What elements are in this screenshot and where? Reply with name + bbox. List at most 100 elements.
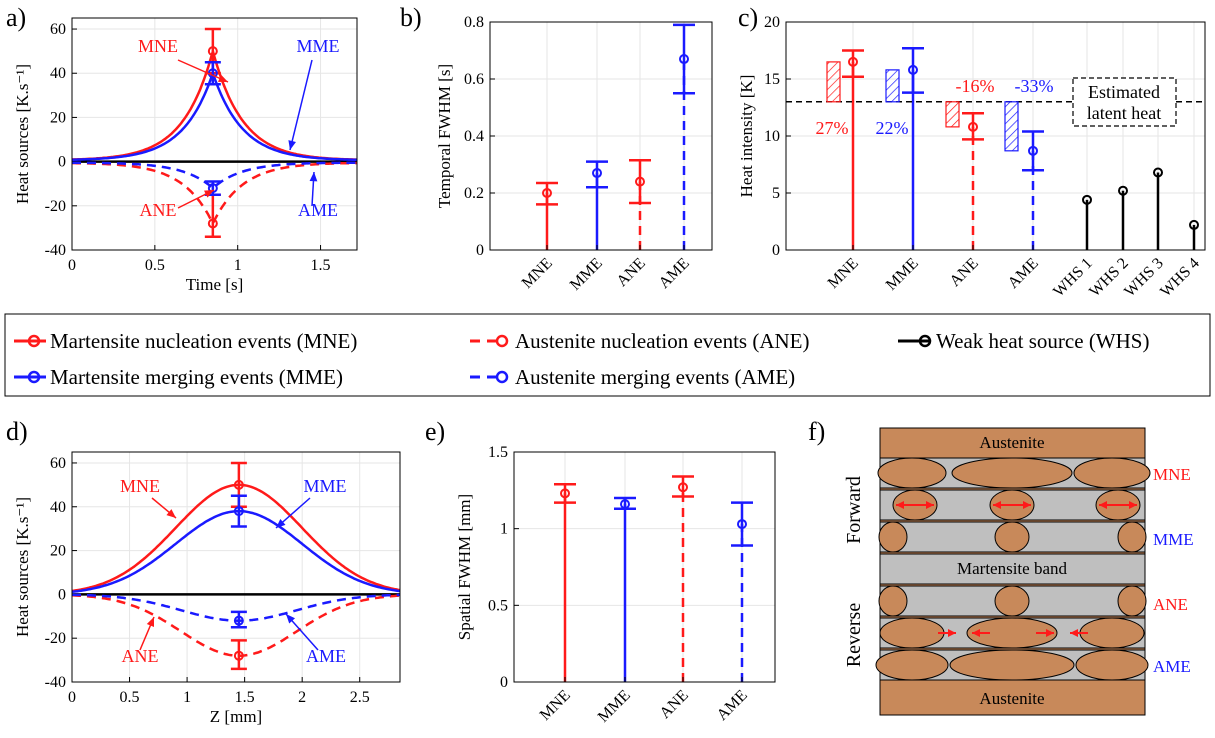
latent-heat-label-line2: latent heat	[1087, 103, 1161, 123]
tick-label-x: MME	[567, 255, 606, 294]
tick-label-y: 60	[50, 455, 66, 472]
legend-label-mme: Martensite merging events (MME)	[50, 365, 343, 389]
growth-arrowhead	[948, 629, 956, 637]
y-axis-label: Temporal FWHM [s]	[435, 64, 454, 208]
tick-label-x: MNE	[537, 687, 574, 724]
panel-label-e: e)	[425, 417, 445, 446]
tick-label-x: 0	[68, 257, 76, 274]
panel-label-b: b)	[400, 3, 422, 32]
row-label-mme: MME	[1153, 530, 1194, 549]
tick-label-x: MME	[595, 687, 634, 726]
annotation-arrowhead	[166, 509, 176, 518]
annotation-ane: ANE	[122, 646, 159, 666]
austenite-grain	[877, 457, 947, 489]
austenite-grain	[1117, 521, 1147, 553]
austenite-grain	[878, 585, 908, 617]
tick-label-y: 40	[50, 499, 66, 516]
panel-label-f: f)	[808, 417, 825, 446]
axes-frame	[513, 451, 776, 683]
tick-label-y: 0.4	[464, 128, 484, 145]
deviation-label-mme: 22%	[876, 118, 909, 138]
austenite-grain	[1079, 617, 1145, 649]
austenite-grain	[994, 585, 1030, 617]
point-mne	[542, 188, 552, 198]
tick-label-y: 0.6	[464, 71, 484, 88]
schematic-bottom-austenite-label: Austenite	[979, 689, 1044, 708]
tick-label-x: ANE	[947, 255, 982, 290]
point-ame	[737, 519, 747, 530]
tick-label-x: 1.5	[235, 689, 255, 706]
tick-label-x: 1.5	[311, 257, 331, 274]
point-whs-2	[1118, 185, 1128, 196]
peak-marker-ame	[233, 615, 244, 626]
martensite-band-label: Martensite band	[957, 559, 1067, 578]
legend-label-ame: Austenite merging events (AME)	[515, 365, 795, 389]
tick-label-x: WHS 3	[1121, 255, 1167, 301]
tick-label-y: 0	[772, 242, 780, 259]
legend-frame	[4, 313, 1211, 397]
axes-frame	[489, 21, 713, 251]
chart-b-temporal-fwhm: 0 0.2 0.4 0.6 0.8 MNE MME ANE AME Temporal FWHM […	[435, 14, 713, 294]
deviation-box-ame	[1004, 101, 1019, 152]
panel-label-c: c)	[738, 3, 758, 32]
tick-label-x: MME	[883, 255, 922, 294]
growth-arrowhead	[972, 629, 980, 637]
austenite-grain	[878, 521, 908, 553]
deviation-box-mme	[885, 69, 900, 103]
tick-label-y: 1.5	[488, 444, 508, 461]
legend-label-whs: Weak heat source (WHS)	[936, 329, 1149, 353]
point-ane	[968, 121, 978, 132]
y-axis-label: Spatial FWHM [mm]	[455, 494, 474, 640]
tick-label-x: ANE	[657, 687, 692, 722]
growth-arrowhead	[993, 501, 1001, 509]
austenite-grain	[879, 617, 945, 649]
reverse-label: Reverse	[843, 603, 865, 668]
chart-e-spatial-fwhm: 0 0.5 1 1.5 MNE MME ANE AME Spatial FWHM [mm]	[455, 444, 776, 726]
tick-label-x: 1	[234, 257, 242, 274]
legend-item-mne: Martensite nucleation events (MNE)	[14, 329, 357, 353]
tick-label-y: 15	[764, 71, 780, 88]
tick-label-y: -40	[45, 674, 66, 691]
series-line-ame	[72, 593, 401, 622]
annotation-arrowhead	[309, 172, 318, 182]
y-axis-label: Heat intensity [K]	[737, 75, 756, 198]
x-axis-label: Z [mm]	[210, 707, 262, 726]
tick-label-y: 40	[50, 65, 66, 82]
austenite-grain	[949, 649, 1075, 681]
austenite-grain	[1117, 585, 1147, 617]
legend-item-ane: Austenite nucleation events (ANE)	[470, 329, 810, 353]
tick-label-y: 0	[58, 154, 66, 171]
growth-arrowhead	[1023, 501, 1031, 509]
tick-label-y: -20	[45, 630, 66, 647]
annotation-arrow	[289, 59, 313, 151]
tick-label-x: WHS 4	[1157, 255, 1203, 301]
tick-label-y: 0	[500, 674, 508, 691]
annotation-arrowhead	[286, 614, 296, 624]
deviation-label-ane: -16%	[956, 76, 995, 96]
tick-label-y: 5	[772, 185, 780, 202]
annotation-arrowhead	[204, 190, 214, 198]
x-axis-label: Time [s]	[186, 275, 243, 294]
tick-label-y: 0	[58, 586, 66, 603]
deviation-label-ame: -33%	[1015, 76, 1054, 96]
annotation-ame: AME	[298, 200, 338, 220]
tick-label-y: 0.5	[488, 597, 508, 614]
annotation-mne: MNE	[138, 36, 178, 56]
annotation-arrowhead	[146, 617, 154, 627]
annotation-arrowhead	[218, 74, 228, 82]
legend-item-mme: Martensite merging events (MME)	[14, 365, 343, 389]
legend-label-ane: Austenite nucleation events (ANE)	[515, 329, 810, 353]
row-label-mne: MNE	[1153, 465, 1191, 484]
tick-label-x: MNE	[519, 255, 556, 292]
legend: Martensite nucleation events (MNE) Auste…	[4, 313, 1211, 397]
point-mme	[620, 499, 630, 510]
point-ame	[679, 54, 689, 65]
tick-label-x: 2	[298, 689, 306, 706]
y-axis-label: Heat sources [K.s⁻¹]	[13, 64, 32, 204]
austenite-grain	[994, 521, 1030, 553]
tick-label-y: 20	[50, 543, 66, 560]
annotation-ame: AME	[306, 646, 346, 666]
peak-marker-mne	[207, 46, 218, 57]
annotation-mme: MME	[303, 476, 346, 496]
